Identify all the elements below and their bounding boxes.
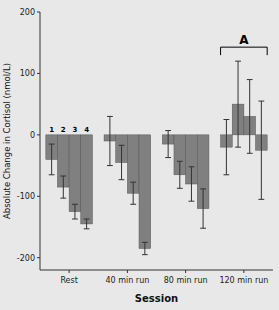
error-bar: [49, 144, 55, 175]
error-bar: [107, 116, 113, 165]
error-bar: [223, 120, 229, 175]
x-tick: [185, 270, 186, 273]
plot-area: [46, 61, 267, 255]
error-bar: [235, 61, 241, 147]
series-label: 2: [61, 126, 66, 134]
x-axis-label: Session: [135, 293, 178, 304]
x-tick-label: Rest: [60, 276, 77, 285]
error-bar: [60, 176, 66, 198]
y-axis-line: [40, 12, 41, 270]
series-label: 4: [84, 126, 89, 134]
series-label: 1: [49, 126, 54, 134]
y-tick: [37, 196, 40, 197]
error-bar: [247, 80, 253, 154]
x-tick: [69, 270, 70, 273]
y-tick-label: -200: [17, 254, 35, 263]
error-bar: [200, 189, 206, 228]
error-bar: [72, 204, 78, 219]
y-tick-label: -100: [17, 192, 35, 201]
y-tick: [37, 12, 40, 13]
chart-container: -200 -100 0 100 200 Rest 40 min run 80 min run 1…: [0, 0, 279, 310]
x-tick: [243, 270, 244, 273]
error-bar: [258, 101, 264, 199]
chart: -200 -100 0 100 200 Rest 40 min run 80 min run 1…: [0, 0, 279, 310]
x-tick-label: 120 min run: [219, 276, 268, 285]
x-axis-line: [40, 270, 273, 271]
y-tick: [37, 257, 40, 258]
error-bar: [142, 242, 148, 254]
error-bar: [165, 131, 171, 158]
x-tick-label: 80 min run: [164, 276, 208, 285]
bracket: [221, 47, 268, 55]
bar: [139, 135, 151, 249]
x-tick-label: 40 min run: [105, 276, 149, 285]
bar: [69, 135, 81, 212]
x-tick: [127, 270, 128, 273]
y-tick: [37, 73, 40, 74]
y-tick-label: 200: [20, 8, 35, 17]
y-axis-label: Absolute Change in Cortisol (nmol/L): [2, 63, 12, 219]
error-bar: [84, 219, 90, 229]
annotation: A: [239, 33, 249, 47]
series-label: 3: [73, 126, 78, 134]
y-tick: [37, 134, 40, 135]
y-tick-label: 0: [30, 131, 35, 140]
error-bar: [119, 145, 125, 179]
y-tick-label: 100: [20, 69, 35, 78]
error-bar: [189, 167, 195, 201]
error-bar: [177, 161, 183, 188]
error-bar: [130, 182, 136, 204]
bar: [81, 135, 93, 224]
